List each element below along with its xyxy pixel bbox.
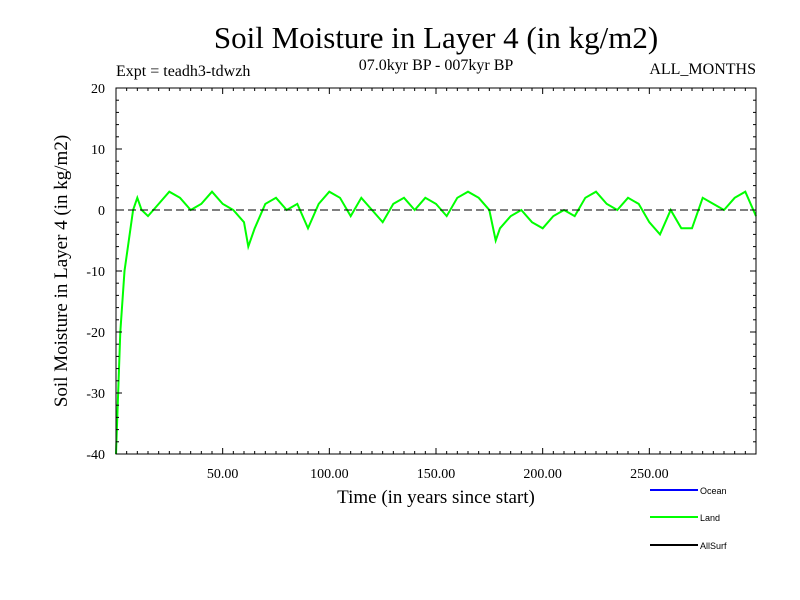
legend-label-land: Land <box>700 513 720 523</box>
legend-label-ocean: Ocean <box>700 486 727 496</box>
y-tick-label: -40 <box>86 448 105 463</box>
chart-subtitle-right: ALL_MONTHS <box>649 61 756 78</box>
y-axis-ticks: 20 10 0 -10 -20 -30 -40 <box>86 82 756 463</box>
x-tick-label: 200.00 <box>523 467 562 482</box>
y-tick-label: -10 <box>86 265 105 280</box>
y-tick-label: 20 <box>91 82 105 97</box>
x-tick-label: 250.00 <box>630 467 669 482</box>
series-land-line <box>115 190 757 455</box>
chart-title: Soil Moisture in Layer 4 (in kg/m2) <box>214 20 658 55</box>
y-tick-label: -30 <box>86 387 105 402</box>
plot-frame <box>115 87 757 455</box>
y-axis-label: Soil Moisture in Layer 4 (in kg/m2) <box>51 135 72 407</box>
x-axis-label: Time (in years since start) <box>337 487 535 508</box>
legend-label-allsurf: AllSurf <box>700 541 727 551</box>
x-axis-ticks: 50.00 100.00 150.00 200.00 250.00 <box>126 88 746 482</box>
plot-area <box>115 190 757 455</box>
y-tick-label: 10 <box>91 143 105 158</box>
chart-subtitle-left: Expt = teadh3-tdwzh <box>116 63 250 80</box>
x-tick-label: 150.00 <box>417 467 456 482</box>
x-tick-label: 100.00 <box>310 467 349 482</box>
y-tick-label: 0 <box>98 204 105 219</box>
y-tick-label: -20 <box>86 326 105 341</box>
x-tick-label: 50.00 <box>207 467 239 482</box>
legend: Ocean Land AllSurf <box>650 486 727 551</box>
chart-subtitle-center: 07.0kyr BP - 007kyr BP <box>359 57 514 74</box>
